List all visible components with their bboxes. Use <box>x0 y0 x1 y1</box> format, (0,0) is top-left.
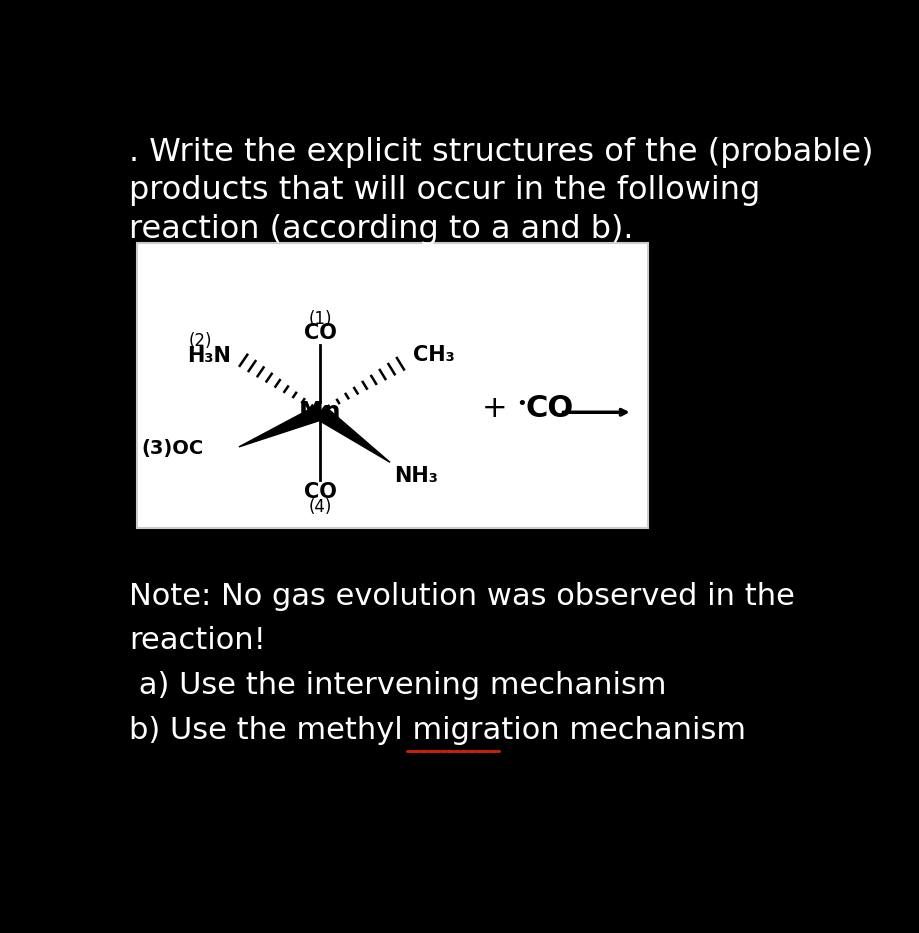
Text: CH₃: CH₃ <box>414 344 455 365</box>
Text: CO: CO <box>304 481 336 502</box>
Text: (1): (1) <box>309 310 332 327</box>
Polygon shape <box>239 405 323 447</box>
Text: +: + <box>482 394 507 423</box>
Text: CO: CO <box>304 323 336 343</box>
Text: (4): (4) <box>309 498 332 517</box>
Polygon shape <box>316 406 390 463</box>
Text: a) Use the intervening mechanism: a) Use the intervening mechanism <box>129 671 666 700</box>
Text: (2): (2) <box>188 331 211 350</box>
Text: CO: CO <box>526 394 573 423</box>
Text: NH₃: NH₃ <box>394 466 437 486</box>
Text: H₃N: H₃N <box>187 346 231 366</box>
Text: •: • <box>516 396 528 413</box>
Bar <box>137 243 648 528</box>
Text: Note: No gas evolution was observed in the: Note: No gas evolution was observed in t… <box>129 581 795 611</box>
Text: Mn: Mn <box>299 400 342 425</box>
Text: . Write the explicit structures of the (probable): . Write the explicit structures of the (… <box>129 136 873 168</box>
Text: reaction!: reaction! <box>129 626 266 655</box>
Text: (3)OC: (3)OC <box>142 439 204 458</box>
Text: b) Use the methyl migration mechanism: b) Use the methyl migration mechanism <box>129 716 746 745</box>
Text: products that will occur in the following: products that will occur in the followin… <box>129 175 760 206</box>
Text: reaction (according to a and b).: reaction (according to a and b). <box>129 214 633 244</box>
